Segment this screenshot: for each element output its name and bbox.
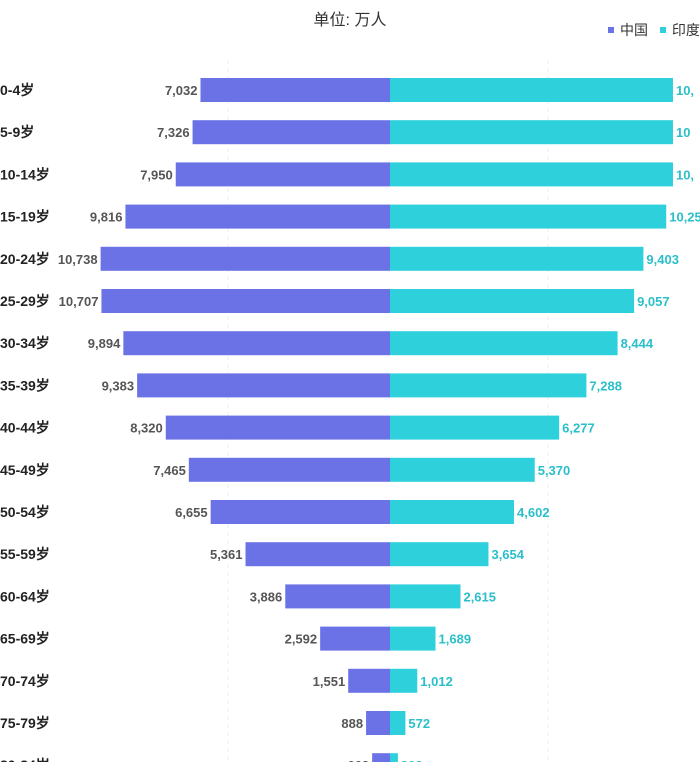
india-value-label: 4,602 — [517, 505, 550, 520]
india-bar[interactable] — [390, 584, 461, 609]
category-label: 45-49岁 — [0, 462, 50, 478]
china-bar[interactable] — [175, 162, 390, 187]
legend-label-india: 印度 — [671, 22, 700, 38]
india-bar[interactable] — [390, 331, 618, 356]
category-label: 10-14岁 — [0, 166, 50, 182]
legend-item-china[interactable]: 中国 — [608, 20, 648, 40]
category-label: 15-19岁 — [0, 209, 50, 225]
china-value-label: 2,592 — [285, 632, 318, 647]
china-bar[interactable] — [348, 668, 390, 693]
category-label: 35-39岁 — [0, 377, 50, 393]
legend-label-china: 中国 — [620, 22, 648, 38]
china-bar[interactable] — [123, 331, 391, 356]
india-bar[interactable] — [390, 204, 667, 229]
china-bar[interactable] — [366, 711, 390, 735]
china-value-label: 10,707 — [59, 294, 99, 309]
india-bar[interactable] — [390, 626, 436, 651]
category-label: 5-9岁 — [0, 124, 34, 140]
category-label: 65-69岁 — [0, 631, 50, 647]
china-bar[interactable] — [285, 584, 390, 609]
india-bar[interactable] — [390, 78, 673, 102]
india-value-label: 10, — [676, 167, 694, 182]
india-bar[interactable] — [390, 289, 635, 313]
india-value-label: 2,615 — [463, 589, 496, 604]
india-bar[interactable] — [390, 711, 406, 735]
category-label: 55-59岁 — [0, 546, 50, 562]
category-label: 40-44岁 — [0, 420, 50, 436]
china-bar[interactable] — [192, 120, 390, 145]
category-label: 30-34岁 — [0, 335, 50, 351]
china-value-label: 6,655 — [175, 505, 208, 520]
china-bar[interactable] — [137, 373, 390, 398]
india-value-label: 8,444 — [621, 336, 654, 351]
china-value-label: 888 — [341, 716, 363, 731]
india-bar[interactable] — [390, 120, 673, 145]
china-value-label: 10,738 — [58, 252, 98, 267]
india-bar[interactable] — [390, 373, 587, 398]
china-value-label: 3,886 — [250, 589, 283, 604]
legend-swatch-china — [608, 27, 614, 33]
india-bar[interactable] — [390, 542, 489, 567]
china-value-label: 7,950 — [140, 167, 173, 182]
india-bar[interactable] — [390, 415, 560, 440]
china-bar[interactable] — [165, 415, 390, 440]
india-value-label: 6,277 — [562, 421, 595, 436]
china-value-label: 7,032 — [165, 83, 198, 98]
india-bar[interactable] — [390, 753, 398, 762]
india-value-label: 9,403 — [646, 252, 679, 267]
india-value-label: 293 — [401, 758, 423, 762]
india-value-label: 5,370 — [538, 463, 571, 478]
india-value-label: 1,012 — [420, 674, 453, 689]
category-label: 50-54岁 — [0, 504, 50, 520]
china-bar[interactable] — [372, 753, 390, 762]
china-bar[interactable] — [210, 500, 390, 524]
india-bar[interactable] — [390, 457, 535, 482]
category-label: 0-4岁 — [0, 82, 34, 98]
legend: 中国 印度 — [608, 20, 700, 40]
legend-item-india[interactable]: 印度 — [659, 20, 700, 40]
india-value-label: 7,288 — [589, 378, 622, 393]
india-value-label: 10, — [676, 83, 694, 98]
china-bar[interactable] — [200, 78, 390, 102]
india-value-label: 3,654 — [491, 547, 524, 562]
legend-swatch-india — [659, 27, 666, 33]
china-value-label: 5,361 — [210, 547, 243, 562]
india-bar[interactable] — [390, 500, 515, 524]
china-value-label: 9,383 — [102, 378, 135, 393]
china-bar[interactable] — [245, 542, 390, 567]
china-bar[interactable] — [320, 626, 390, 651]
unit-label: 单位: 万人 — [313, 12, 387, 29]
china-value-label: 663 — [347, 758, 369, 762]
india-value-label: 9,057 — [637, 294, 670, 309]
india-value-label: 572 — [408, 716, 430, 731]
category-label: 60-64岁 — [0, 588, 50, 604]
india-value-label: 10,25 — [669, 210, 700, 225]
category-label: 75-79岁 — [0, 715, 50, 731]
category-label: 80-84岁 — [0, 757, 50, 762]
china-bar[interactable] — [125, 204, 390, 229]
china-value-label: 7,465 — [153, 463, 186, 478]
india-bar[interactable] — [390, 668, 418, 693]
category-label: 25-29岁 — [0, 293, 50, 309]
china-bar[interactable] — [101, 289, 390, 313]
india-value-label: 1,689 — [439, 632, 472, 647]
category-label: 70-74岁 — [0, 673, 50, 689]
china-value-label: 9,816 — [90, 210, 123, 225]
china-value-label: 7,326 — [157, 125, 190, 140]
india-bar[interactable] — [390, 246, 644, 271]
category-label: 20-24岁 — [0, 251, 50, 267]
china-value-label: 8,320 — [130, 421, 163, 436]
india-bar[interactable] — [390, 162, 673, 187]
china-bar[interactable] — [100, 246, 390, 271]
china-bar[interactable] — [188, 457, 390, 482]
india-value-label: 10 — [676, 125, 690, 140]
china-value-label: 1,551 — [313, 674, 346, 689]
china-value-label: 9,894 — [88, 336, 121, 351]
